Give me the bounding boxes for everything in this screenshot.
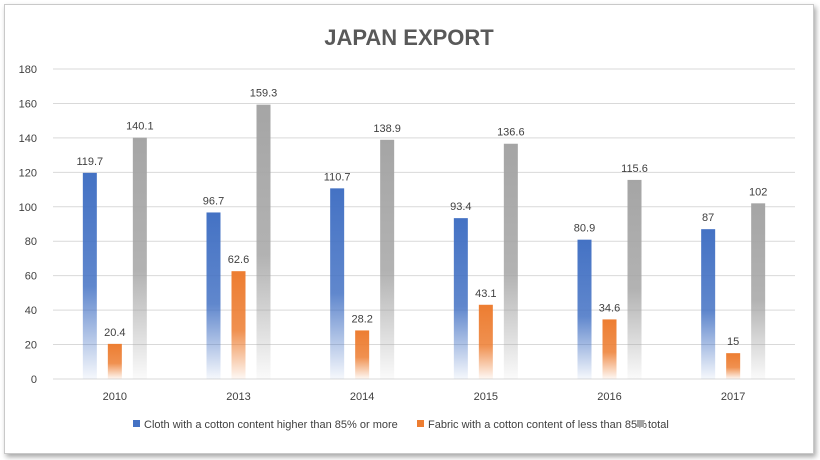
bar	[602, 319, 617, 379]
x-axis: 2010 2013 2014 2015 2016 2017	[103, 391, 746, 403]
data-label: 136.6	[497, 127, 525, 139]
bar	[478, 304, 493, 379]
bar-chart: JAPAN EXPORT 119.7 20.4 140.1 96.7 62.6 159.3…	[19, 25, 795, 431]
data-label: 96.7	[203, 195, 224, 207]
y-axis: 0 20 40 60 80 100 120 140 160 180	[19, 64, 37, 386]
bar	[380, 139, 395, 379]
y-tick-label: 80	[25, 236, 37, 248]
y-tick-label: 120	[19, 167, 37, 179]
y-tick-label: 140	[19, 133, 37, 145]
bar	[107, 343, 122, 379]
data-label: 62.6	[228, 254, 249, 266]
y-tick-label: 0	[31, 374, 37, 386]
legend: Cloth with a cotton content higher than …	[133, 419, 669, 431]
data-label: 159.3	[250, 88, 278, 100]
data-label: 115.6	[621, 163, 648, 175]
bar	[206, 212, 221, 379]
data-label: 34.6	[599, 302, 620, 314]
data-label: 20.4	[104, 327, 125, 339]
bar	[453, 218, 468, 379]
data-label: 140.1	[126, 121, 154, 133]
data-label: 80.9	[574, 223, 595, 235]
data-label: 119.7	[76, 156, 103, 168]
legend-label: Fabric with a cotton content of less tha…	[428, 419, 647, 431]
x-tick-label: 2014	[350, 391, 374, 403]
bar	[751, 203, 766, 379]
bar	[132, 137, 147, 379]
data-label: 110.7	[324, 171, 351, 183]
chart-title: JAPAN EXPORT	[324, 25, 494, 50]
y-tick-label: 20	[25, 340, 37, 352]
legend-label: Cloth with a cotton content higher than …	[144, 419, 398, 431]
data-labels: 119.7 20.4 140.1 96.7 62.6 159.3 110.7 28.2 138.…	[76, 88, 767, 349]
bar	[701, 229, 716, 379]
bar	[330, 188, 345, 379]
bars	[82, 104, 766, 380]
bar	[231, 271, 246, 379]
data-label: 28.2	[351, 313, 372, 325]
y-tick-label: 60	[25, 271, 37, 283]
bar	[627, 179, 642, 379]
data-label: 43.1	[475, 288, 496, 300]
data-label: 87	[702, 212, 714, 224]
legend-swatch	[133, 420, 140, 427]
y-tick-label: 180	[19, 64, 37, 76]
legend-label: total	[648, 419, 669, 431]
bar	[82, 172, 97, 379]
x-tick-label: 2016	[597, 391, 621, 403]
y-tick-label: 160	[19, 98, 37, 110]
y-tick-label: 40	[25, 305, 37, 317]
bar	[256, 104, 271, 380]
bar	[726, 353, 741, 379]
x-tick-label: 2015	[474, 391, 498, 403]
x-tick-label: 2010	[103, 391, 127, 403]
legend-swatch	[417, 420, 424, 427]
data-label: 15	[727, 336, 739, 348]
data-label: 138.9	[373, 123, 401, 135]
bar	[355, 330, 370, 379]
bar	[577, 239, 592, 379]
y-tick-label: 100	[19, 202, 37, 214]
x-tick-label: 2013	[226, 391, 250, 403]
x-tick-label: 2017	[721, 391, 745, 403]
data-label: 102	[749, 186, 767, 198]
bar	[503, 143, 518, 379]
gridlines	[53, 68, 795, 380]
legend-swatch	[637, 420, 644, 427]
chart-frame: JAPAN EXPORT 119.7 20.4 140.1 96.7 62.6 159.3…	[4, 4, 814, 454]
data-label: 93.4	[450, 201, 471, 213]
